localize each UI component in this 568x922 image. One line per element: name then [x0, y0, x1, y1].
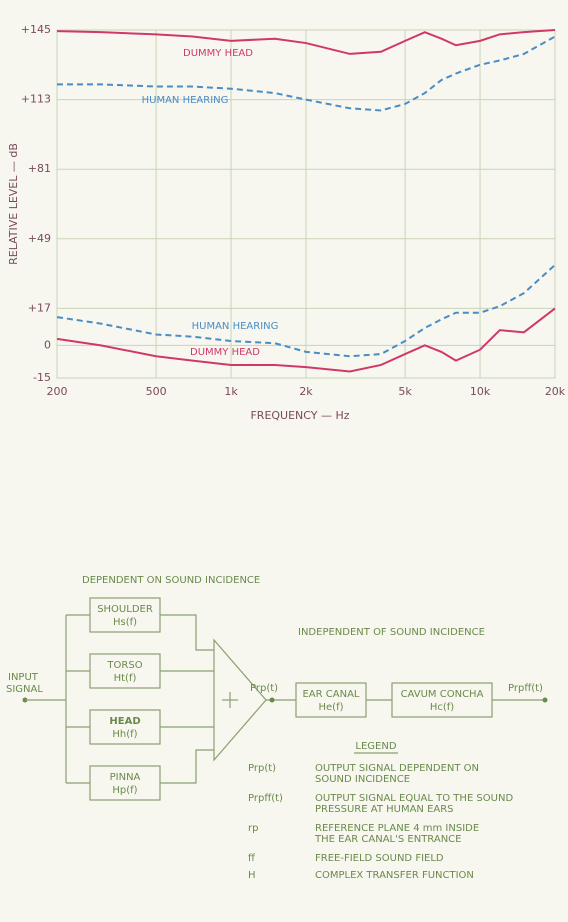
series-label: DUMMY HEAD — [190, 347, 260, 358]
block-name: EAR CANAL — [302, 689, 359, 700]
output-label: Prpff(t) — [508, 683, 543, 694]
legend-title: LEGEND — [355, 741, 396, 752]
x-tick-label: 20k — [545, 385, 566, 398]
wire — [160, 614, 214, 651]
series-line — [57, 35, 556, 112]
legend-text: PRESSURE AT HUMAN EARS — [315, 804, 454, 815]
input-label: SIGNAL — [6, 684, 43, 695]
x-axis-label: FREQUENCY — Hz — [250, 409, 349, 422]
input-label: INPUT — [8, 672, 39, 683]
y-tick-label: 0 — [44, 338, 51, 351]
block-function: Hc(f) — [430, 702, 454, 713]
node — [269, 697, 275, 703]
dependent-title: DEPENDENT ON SOUND INCIDENCE — [82, 575, 260, 586]
legend-symbol: Prp(t) — [248, 763, 276, 774]
series-label: HUMAN HEARING — [142, 95, 229, 106]
output-label: Prp(t) — [250, 683, 278, 694]
legend-symbol: H — [248, 870, 256, 881]
block-function: He(f) — [319, 702, 344, 713]
series-label: HUMAN HEARING — [192, 321, 279, 332]
y-tick-label: +113 — [21, 93, 51, 106]
series-line — [56, 29, 556, 55]
independent-title: INDEPENDENT OF SOUND INCIDENCE — [298, 627, 485, 638]
block-function: Ht(f) — [114, 673, 137, 684]
y-tick-label: +49 — [28, 232, 51, 245]
legend-text: OUTPUT SIGNAL EQUAL TO THE SOUND — [315, 793, 513, 804]
series-line — [56, 264, 556, 358]
legend-symbol: Prpff(t) — [248, 793, 283, 804]
wire — [160, 749, 214, 784]
x-tick-label: 2k — [299, 385, 313, 398]
legend-text: COMPLEX TRANSFER FUNCTION — [315, 870, 474, 881]
legend-symbol: rp — [248, 823, 258, 834]
node — [542, 697, 548, 703]
x-tick-label: 500 — [146, 385, 167, 398]
block-function: Hh(f) — [112, 729, 137, 740]
x-tick-label: 200 — [47, 385, 68, 398]
x-tick-label: 1k — [224, 385, 238, 398]
legend-symbol: ff — [248, 853, 256, 864]
y-tick-label: +17 — [28, 301, 51, 314]
y-tick-label: -15 — [33, 371, 51, 384]
block-name: PINNA — [110, 772, 141, 783]
x-tick-label: 10k — [470, 385, 491, 398]
block-name: TORSO — [106, 660, 142, 671]
legend-text: REFERENCE PLANE 4 mm INSIDE — [315, 823, 479, 834]
block-name: HEAD — [109, 716, 140, 727]
legend-text: FREE-FIELD SOUND FIELD — [315, 853, 444, 864]
block-name: SHOULDER — [97, 604, 153, 615]
series-label: DUMMY HEAD — [183, 48, 253, 59]
legend-text: OUTPUT SIGNAL DEPENDENT ON — [315, 763, 479, 774]
y-tick-label: +81 — [28, 162, 51, 175]
block-diagram: DEPENDENT ON SOUND INCIDENCE INDEPENDENT… — [6, 575, 548, 881]
block-function: Hs(f) — [113, 617, 137, 628]
summer — [213, 638, 267, 762]
y-tick-label: +145 — [21, 23, 51, 36]
series-line — [56, 307, 556, 373]
block-name: CAVUM CONCHA — [401, 689, 484, 700]
y-axis-label: RELATIVE LEVEL — dB — [7, 143, 20, 265]
legend-text: THE EAR CANAL'S ENTRANCE — [314, 834, 461, 845]
legend-text: SOUND INCIDENCE — [315, 774, 410, 785]
x-tick-label: 5k — [398, 385, 412, 398]
block-function: Hp(f) — [112, 785, 137, 796]
